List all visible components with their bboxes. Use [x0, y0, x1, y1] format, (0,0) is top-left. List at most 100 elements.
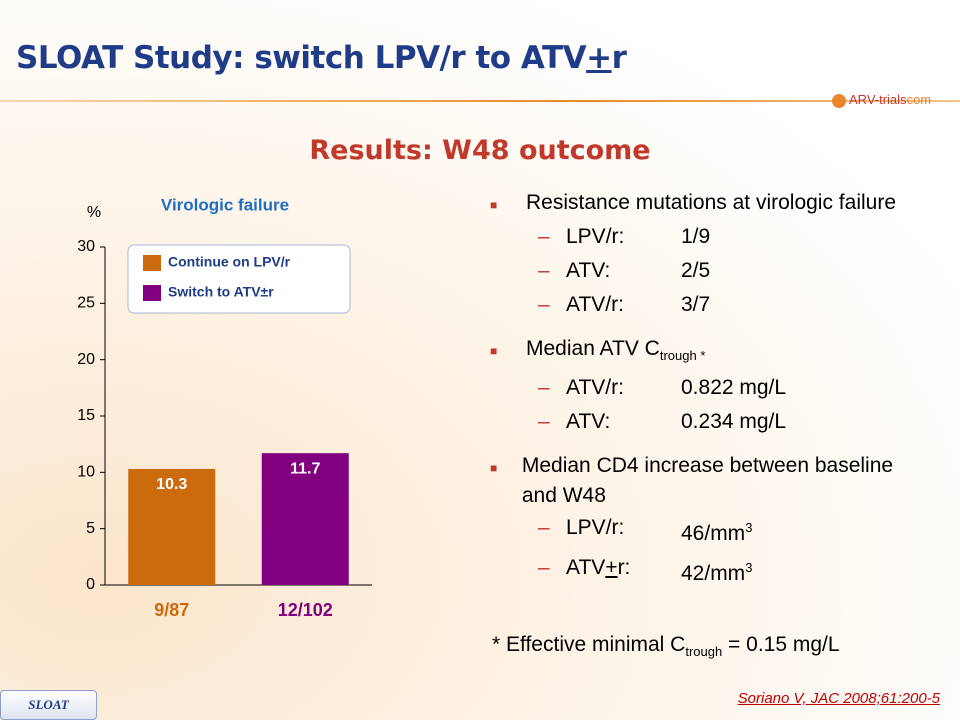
title-text: SLOAT Study: switch LPV/r to ATV	[16, 40, 587, 76]
x-tick-label: 12/102	[278, 600, 333, 620]
item-label-text: ATV/r:	[566, 376, 624, 400]
item-label-text: LPV/r:	[566, 225, 625, 248]
bullet-group: ■ Resistance mutations at virologic failu…	[490, 188, 930, 322]
sub-bullet: – LPV/r: 1/9	[490, 220, 930, 254]
item-sup: 3	[745, 520, 753, 536]
citation: Soriano V, JAC 2008;61:200-5	[737, 690, 940, 707]
legend-swatch	[143, 285, 161, 301]
logo-text: ARV-trials	[849, 92, 907, 107]
bullet-text: Median CD4 increase between baseline and…	[522, 451, 930, 511]
logo: ARV-trialscom	[832, 92, 931, 108]
sub-bullet: – ATV: 2/5	[490, 254, 930, 288]
logo-suffix: com	[906, 92, 932, 107]
dash: –	[538, 376, 550, 400]
item-value-text: 0.234 mg/L	[681, 410, 787, 434]
title-text: r	[611, 40, 627, 76]
data-label: 11.7	[290, 460, 320, 477]
item-label: ATV/r:	[566, 371, 681, 405]
item-sup: 3	[745, 560, 753, 576]
item-value-text: 0.822 mg/L	[681, 376, 787, 400]
y-axis-label: %	[87, 204, 101, 221]
y-tick-label: 15	[77, 407, 95, 424]
footnote-text: * Effective minimal C	[492, 633, 686, 656]
bullet: ■ Resistance mutations at virologic failu…	[490, 188, 930, 220]
y-tick-label: 0	[86, 576, 95, 593]
item-label: ATV:	[566, 405, 681, 439]
chart: Virologic failure% 0 5 10 15 20 25 30 10.3 9/87 11…	[77, 195, 372, 620]
bar	[261, 453, 349, 585]
x-tick-label: 9/87	[154, 600, 189, 620]
bullet-group: ■ Median CD4 increase between baseline an…	[490, 451, 930, 591]
legend-label: Continue on LPV/r	[168, 254, 291, 270]
item-value: 1/9	[681, 220, 710, 254]
bar	[128, 468, 216, 585]
sub-bullet: – ATV/r: 3/7	[490, 288, 930, 322]
y-tick-label: 10	[77, 464, 95, 481]
item-label: LPV/r:	[566, 220, 681, 254]
legend-swatch	[143, 255, 161, 271]
y-tick-label: 30	[77, 238, 95, 255]
y-tick-label: 5	[86, 520, 95, 537]
item-value-text: 1/9	[681, 225, 711, 248]
slide-title: SLOAT Study: switch LPV/r to ATV+r	[16, 40, 627, 76]
item-value: 3/7	[681, 288, 710, 322]
bullet-text: Resistance mutations at virologic failur…	[526, 191, 897, 214]
bullet-text: Median CD4 increase between baseline and…	[521, 454, 894, 508]
dash: –	[538, 516, 550, 540]
item-value-text: 2/5	[681, 259, 711, 282]
item-label-text: ATV/r:	[566, 293, 624, 316]
item-value: 46/mm3	[681, 511, 752, 551]
bullet-list: ■ Resistance mutations at virologic failu…	[490, 188, 930, 603]
bullet-sub: trough *	[659, 348, 706, 364]
bullet-marker: ■	[490, 461, 498, 476]
dash: –	[538, 293, 550, 316]
item-label: ATV+r:	[566, 551, 681, 591]
item-label: LPV/r:	[566, 511, 681, 551]
item-value: 42/mm3	[681, 551, 752, 591]
item-label-text: ATV	[566, 556, 606, 580]
chart-title: Virologic failure	[161, 195, 289, 214]
bullet-marker: ■	[490, 344, 498, 358]
legend-label: Switch to ATV±r	[168, 284, 274, 300]
dash: –	[538, 410, 550, 434]
item-value-text: 46/mm	[681, 522, 746, 546]
item-label-text: r:	[617, 556, 631, 580]
sub-bullet: – ATV: 0.234 mg/L	[490, 405, 930, 439]
dash: –	[538, 556, 550, 580]
dash: –	[538, 225, 550, 248]
item-label: ATV:	[566, 254, 681, 288]
sub-bullet: – ATV+r: 42/mm3	[490, 551, 930, 591]
item-label-text: ATV:	[566, 259, 611, 282]
item-value-text: 3/7	[681, 293, 711, 316]
item-label-mark: +	[605, 556, 618, 580]
item-value: 2/5	[681, 254, 710, 288]
slide-tag[interactable]: SLOAT	[0, 690, 97, 720]
footnote-sub: trough	[685, 644, 723, 660]
y-tick-label: 20	[77, 351, 95, 368]
bullet-text: Resistance mutations at virologic failur…	[526, 188, 896, 220]
legend-box	[127, 244, 351, 314]
bullet-group: ■ Median ATV Ctrough * – ATV/r: 0.822 mg/L – A…	[490, 334, 930, 439]
item-label-text: LPV/r:	[566, 516, 625, 540]
y-tick-label: 25	[77, 295, 95, 312]
item-label: ATV/r:	[566, 288, 681, 322]
item-label-text: ATV:	[566, 410, 611, 434]
dash: –	[538, 259, 550, 282]
bullet-text: Median ATV Ctrough *	[526, 334, 705, 371]
data-label: 10.3	[156, 476, 187, 493]
bullet: ■ Median ATV Ctrough *	[490, 334, 930, 371]
title-rule	[0, 100, 960, 102]
footnote: * Effective minimal Ctrough = 0.15 mg/L	[492, 633, 840, 659]
title-mark: +	[586, 40, 612, 76]
bullet-text: Median ATV C	[526, 337, 660, 360]
bullet-marker: ■	[490, 198, 498, 212]
sub-bullet: – ATV/r: 0.822 mg/L	[490, 371, 930, 405]
item-value-text: 42/mm	[681, 562, 746, 586]
item-value: 0.234 mg/L	[681, 405, 786, 439]
sub-bullet: – LPV/r: 46/mm3	[490, 511, 930, 551]
bullet: ■ Median CD4 increase between baseline an…	[490, 451, 930, 511]
footnote-text: = 0.15 mg/L	[722, 633, 840, 656]
item-value: 0.822 mg/L	[681, 371, 786, 405]
subtitle: Results: W48 outcome	[309, 135, 651, 166]
